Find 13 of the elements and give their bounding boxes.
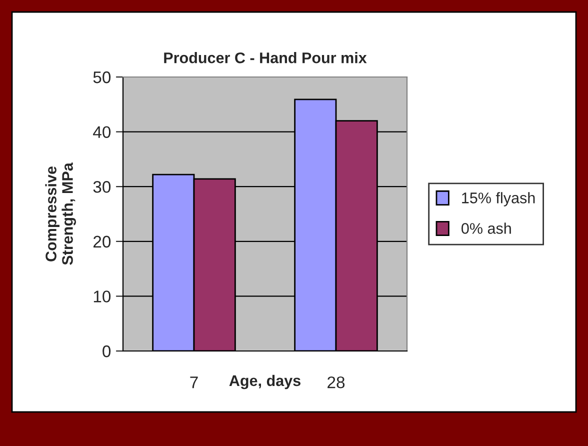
legend-label: 15% flyash	[462, 192, 535, 206]
y-tick-label: 20	[93, 236, 111, 248]
y-tick-label: 50	[93, 71, 111, 84]
y-axis-title: Compressive Strength, MPa	[45, 162, 76, 265]
y-tick-label: 10	[94, 290, 111, 302]
y-tick-label: 40	[93, 126, 111, 138]
x-tick-label: 28	[328, 376, 345, 388]
chart-title: Producer C - Hand Pour mix	[164, 52, 367, 64]
x-axis-title: Age, days	[229, 374, 300, 390]
legend-label: 0% ash	[462, 222, 511, 234]
y-tick-label: 30	[93, 181, 111, 193]
y-tick-label: 0	[102, 345, 111, 358]
x-tick-label: 7	[190, 376, 198, 388]
